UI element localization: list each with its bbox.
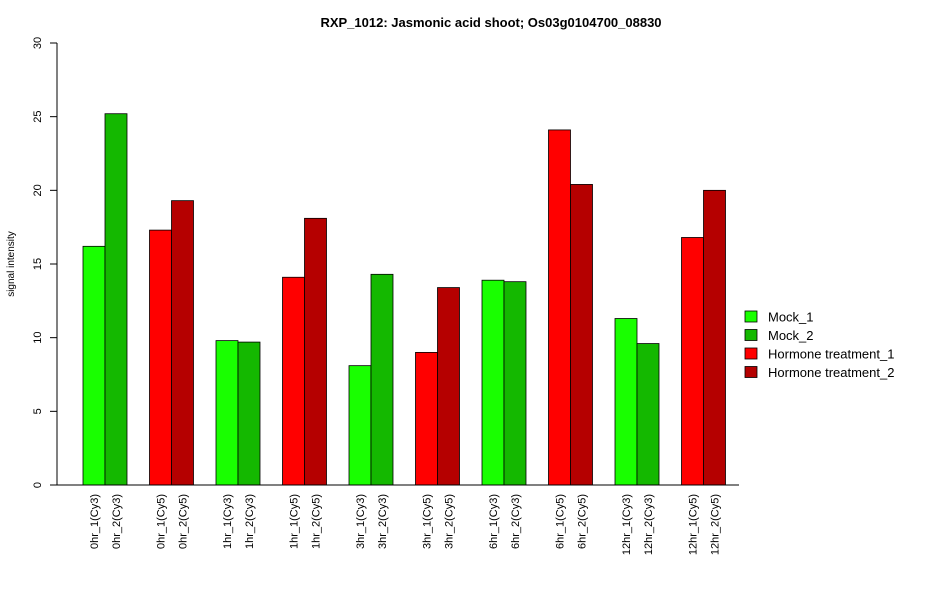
bar xyxy=(681,237,704,486)
bar xyxy=(282,276,305,486)
x-tick-label: 1hr_2(Cy5) xyxy=(311,494,323,549)
x-tick-label: 1hr_2(Cy3) xyxy=(244,494,256,549)
legend-swatch xyxy=(744,366,758,378)
x-tick-label: 6hr_2(Cy3) xyxy=(510,494,522,549)
x-tick-label: 3hr_2(Cy5) xyxy=(444,494,456,549)
legend-label: Mock_2 xyxy=(768,328,814,343)
x-tick-label: 12hr_2(Cy3) xyxy=(643,494,655,555)
legend-label: Mock_1 xyxy=(768,310,814,325)
x-tick-label: 3hr_2(Cy3) xyxy=(377,494,389,549)
y-tick-label: 0 xyxy=(32,482,44,488)
y-tick-label: 25 xyxy=(32,111,44,123)
x-tick-label: 1hr_1(Cy3) xyxy=(222,494,234,549)
bar xyxy=(636,343,660,486)
x-tick-label: 1hr_1(Cy5) xyxy=(289,494,301,549)
x-tick-label: 0hr_1(Cy3) xyxy=(89,494,101,549)
legend-swatch xyxy=(744,310,758,323)
x-tick-label: 6hr_2(Cy5) xyxy=(577,494,589,549)
x-tick-label: 12hr_1(Cy3) xyxy=(621,494,633,555)
bar xyxy=(171,200,194,486)
bar xyxy=(437,287,460,486)
x-tick-label: 3hr_1(Cy3) xyxy=(355,494,367,549)
x-tick-label: 0hr_1(Cy5) xyxy=(156,494,168,549)
y-axis: 0 5 10 15 20 25 30 xyxy=(32,37,58,488)
y-tick-label: 5 xyxy=(32,408,44,414)
y-tick-label: 20 xyxy=(32,184,44,196)
bar xyxy=(215,340,239,486)
bar xyxy=(703,189,726,486)
legend: Mock_1 Mock_2 Hormone treatment_1 Hormone t… xyxy=(744,310,894,380)
legend-label: Hormone treatment_2 xyxy=(768,365,894,380)
bar xyxy=(415,351,438,486)
x-tick-label: 12hr_2(Cy5) xyxy=(710,494,722,555)
bar xyxy=(304,217,327,486)
x-tick-label: 6hr_1(Cy3) xyxy=(488,494,500,549)
x-tick-labels: 0hr_1(Cy3) 0hr_2(Cy3) 0hr_1(Cy5) 0hr_2(Cy5)… xyxy=(89,494,722,555)
bar xyxy=(82,245,106,486)
bar xyxy=(237,341,261,486)
bar xyxy=(370,273,394,486)
x-tick-label: 6hr_1(Cy5) xyxy=(555,494,567,549)
bar xyxy=(104,113,128,486)
bar xyxy=(348,365,372,486)
bars xyxy=(82,113,726,486)
bar xyxy=(614,318,638,486)
legend-swatch xyxy=(744,329,758,341)
x-tick-label: 0hr_2(Cy3) xyxy=(111,494,123,549)
y-axis-label: signal intensity xyxy=(6,231,17,297)
legend-swatch xyxy=(744,347,758,360)
x-tick-label: 12hr_1(Cy5) xyxy=(688,494,700,555)
bar xyxy=(481,279,505,486)
chart-title: RXP_1012: Jasmonic acid shoot; Os03g0104… xyxy=(320,15,661,30)
x-tick-label: 3hr_1(Cy5) xyxy=(422,494,434,549)
bar xyxy=(149,229,172,486)
bar xyxy=(503,281,527,486)
bar xyxy=(548,129,571,486)
y-tick-label: 30 xyxy=(32,37,44,49)
bar xyxy=(570,184,593,486)
y-tick-label: 15 xyxy=(32,258,44,270)
y-tick-label: 10 xyxy=(32,332,44,344)
legend-label: Hormone treatment_1 xyxy=(768,347,894,362)
x-tick-label: 0hr_2(Cy5) xyxy=(178,494,190,549)
